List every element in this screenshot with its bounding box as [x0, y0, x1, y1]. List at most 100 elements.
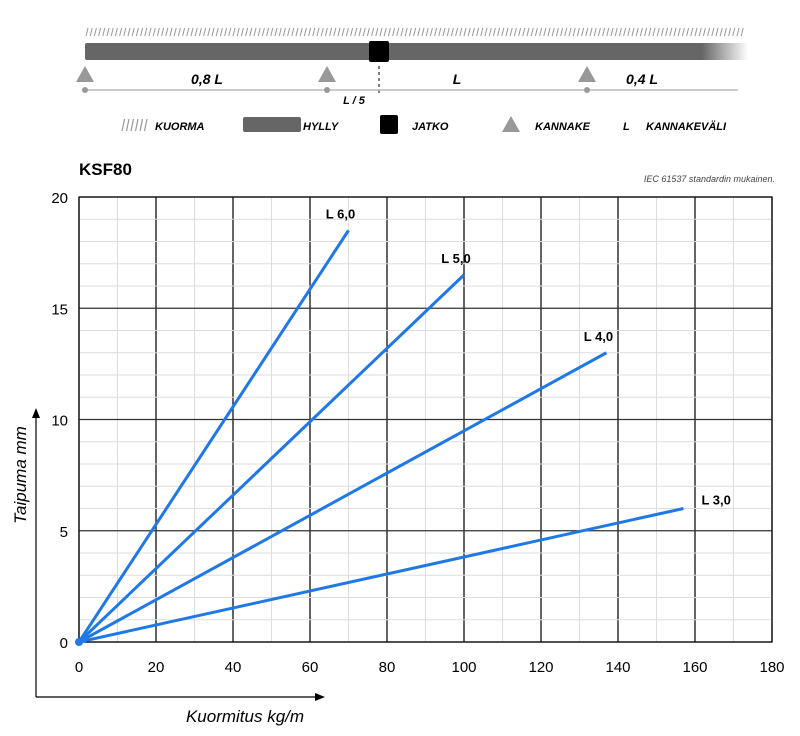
hatch-stroke: [572, 27, 576, 37]
hatch-stroke: [429, 27, 433, 37]
hatch-stroke: [711, 27, 715, 37]
x-tick-label: 140: [605, 659, 630, 676]
hatch-stroke: [648, 27, 652, 37]
support-triangle: [578, 66, 596, 82]
hatch-stroke: [446, 27, 450, 37]
hatch-stroke: [362, 27, 366, 37]
hatch-stroke: [140, 27, 144, 37]
hatch-stroke: [719, 27, 723, 37]
hatch-stroke: [635, 27, 639, 37]
ticks: 0 20 40 60 80 100 120 140 160 180 0 5 10 15 20: [51, 190, 784, 676]
hatch-stroke: [513, 27, 517, 37]
hatch-stroke: [165, 27, 169, 37]
hatch-stroke: [740, 27, 744, 37]
hatch-stroke: [253, 27, 257, 37]
shelf-diagram: 0,8 L L 0,4 L L / 5 KUORMA HYLLY JATKO K…: [76, 27, 748, 134]
hatch-stroke: [123, 27, 127, 37]
hatch-stroke: [152, 27, 156, 37]
hatch-stroke: [627, 27, 631, 37]
hatch-stroke: [194, 27, 198, 37]
hatch-stroke: [526, 27, 530, 37]
hatch-stroke: [618, 27, 622, 37]
hatch-stroke: [530, 27, 534, 37]
hatch-stroke: [639, 27, 643, 37]
hatch-stroke: [522, 27, 526, 37]
hatch-stroke: [186, 27, 190, 37]
hatch-stroke: [505, 27, 509, 37]
hatch-stroke: [434, 27, 438, 37]
hatch-stroke: [127, 27, 131, 37]
hatch-stroke: [211, 27, 215, 37]
hatch-stroke: [98, 27, 102, 37]
hatch-stroke: [665, 27, 669, 37]
hatch-stroke: [249, 27, 253, 37]
hatch-stroke: [623, 27, 627, 37]
x-tick-label: 20: [148, 659, 165, 676]
hatch-stroke: [715, 27, 719, 37]
support-triangle: [76, 66, 94, 82]
hatch-stroke: [551, 27, 555, 37]
hatch-stroke: [543, 27, 547, 37]
hatch-stroke: [383, 27, 387, 37]
hatch-stroke: [102, 27, 106, 37]
hatch-stroke: [564, 27, 568, 37]
x-tick-label: 120: [528, 659, 553, 676]
legend-label: KANNAKE: [535, 121, 591, 133]
hatch-stroke: [207, 27, 211, 37]
series-line: [78, 507, 684, 644]
hatch-stroke: [723, 27, 727, 37]
hatch-stroke: [656, 27, 660, 37]
hatch-stroke: [119, 27, 123, 37]
hatch-stroke: [497, 27, 501, 37]
hatch-stroke: [698, 27, 702, 37]
hatch-stroke: [177, 27, 181, 37]
hatch-stroke: [228, 27, 232, 37]
hatch-stroke: [652, 27, 656, 37]
hatch-stroke: [161, 27, 165, 37]
hatch-stroke: [602, 27, 606, 37]
hatch-stroke: [291, 27, 295, 37]
hatch-stroke: [459, 27, 463, 37]
hatch-stroke: [135, 27, 139, 37]
hatch-stroke: [681, 27, 685, 37]
hatch-stroke: [589, 27, 593, 37]
hatch-stroke: [660, 27, 664, 37]
y-tick-label: 10: [51, 413, 68, 430]
hatch-stroke: [190, 27, 194, 37]
joint-square: [369, 41, 389, 62]
hatch-stroke: [93, 27, 97, 37]
hatch-stroke: [312, 27, 316, 37]
chart-title: KSF80: [79, 160, 132, 179]
hatch-stroke: [110, 27, 114, 37]
black-square-icon: [380, 115, 398, 134]
hatch-stroke: [270, 27, 274, 37]
x-tick-label: 160: [682, 659, 707, 676]
span-label: 0,4 L: [626, 71, 658, 87]
hatch-stroke: [299, 27, 303, 37]
hatch-stroke: [518, 27, 522, 37]
hatch-stroke: [308, 27, 312, 37]
hatch-stroke: [316, 27, 320, 37]
hatch-stroke: [400, 27, 404, 37]
x-tick-label: 100: [451, 659, 476, 676]
hatch-stroke: [89, 27, 93, 37]
hatch-stroke: [467, 27, 471, 37]
hatch-stroke: [484, 27, 488, 37]
hatch-stroke: [232, 27, 236, 37]
hatch-stroke: [413, 27, 417, 37]
hatch-stroke: [480, 27, 484, 37]
hatch-stroke: [329, 27, 333, 37]
series-line: [77, 229, 350, 643]
hatch-stroke: [203, 27, 207, 37]
hatch-stroke: [492, 27, 496, 37]
hatch-stroke: [379, 27, 383, 37]
hatch-stroke: [488, 27, 492, 37]
hatch-stroke: [669, 27, 673, 37]
y-axis-label: Taipuma mm: [11, 426, 30, 524]
hatch-stroke: [501, 27, 505, 37]
hatch-stroke: [303, 27, 307, 37]
hatch-stroke: [732, 27, 736, 37]
hatch-stroke: [266, 27, 270, 37]
l-icon: L: [623, 121, 630, 133]
